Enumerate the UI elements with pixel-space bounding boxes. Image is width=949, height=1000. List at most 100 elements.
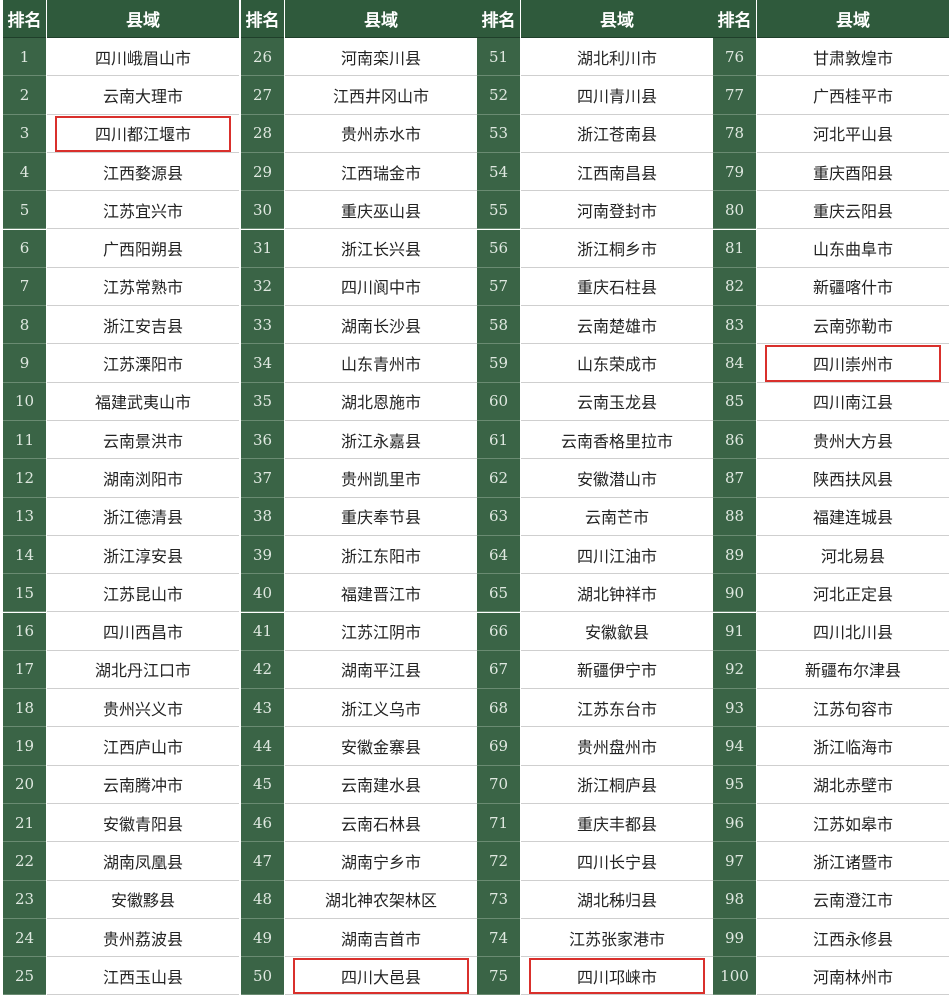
county-cell: 浙江临海市 bbox=[757, 727, 949, 766]
county-cell: 湖北神农架林区 bbox=[285, 880, 477, 919]
county-cell: 湖北利川市 bbox=[521, 38, 713, 77]
county-cell: 湖南吉首市 bbox=[285, 918, 477, 958]
rank-cell: 72 bbox=[477, 842, 520, 881]
highlight-box bbox=[293, 958, 469, 995]
rank-cell: 99 bbox=[713, 918, 756, 958]
county-cell: 浙江德清县 bbox=[47, 497, 239, 536]
rank-cell: 9 bbox=[3, 344, 46, 383]
county-cell: 云南建水县 bbox=[285, 765, 477, 804]
rank-cell: 15 bbox=[3, 574, 46, 613]
rank-cell: 61 bbox=[477, 421, 520, 460]
county-cell: 江西婺源县 bbox=[47, 152, 239, 192]
rank-cell: 97 bbox=[713, 842, 756, 881]
rank-cell: 46 bbox=[241, 804, 284, 843]
county-cell: 贵州荔波县 bbox=[47, 918, 239, 958]
rank-cell: 34 bbox=[241, 344, 284, 383]
county-cell: 重庆丰都县 bbox=[521, 804, 713, 843]
highlight-box bbox=[765, 345, 941, 382]
county-cell: 云南楚雄市 bbox=[521, 306, 713, 345]
rank-cell: 2 bbox=[3, 76, 46, 115]
county-cell: 湖北丹江口市 bbox=[47, 650, 239, 690]
rank-cell: 82 bbox=[713, 267, 756, 307]
county-cell: 河北易县 bbox=[757, 535, 949, 575]
rank-cell: 29 bbox=[241, 152, 284, 192]
county-cell: 四川峨眉山市 bbox=[47, 38, 239, 77]
rank-cell: 39 bbox=[241, 535, 284, 575]
county-cell: 四川都江堰市 bbox=[47, 114, 239, 153]
county-cell: 山东荣成市 bbox=[521, 344, 713, 383]
rank-cell: 5 bbox=[3, 191, 46, 230]
rank-cell: 51 bbox=[477, 38, 520, 77]
rank-cell: 37 bbox=[241, 459, 284, 498]
rank-cell: 89 bbox=[713, 535, 756, 575]
rank-cell: 19 bbox=[3, 727, 46, 766]
rank-cell: 54 bbox=[477, 152, 520, 192]
highlight-box bbox=[529, 958, 705, 995]
rank-cell: 44 bbox=[241, 727, 284, 766]
county-cell: 贵州盘州市 bbox=[521, 727, 713, 766]
county-cell: 安徽金寨县 bbox=[285, 727, 477, 766]
county-cell: 浙江淳安县 bbox=[47, 535, 239, 575]
rank-cell: 67 bbox=[477, 650, 520, 690]
county-cell: 重庆巫山县 bbox=[285, 191, 477, 230]
county-cell: 江苏常熟市 bbox=[47, 267, 239, 307]
rank-cell: 76 bbox=[713, 38, 756, 77]
county-cell: 云南香格里拉市 bbox=[521, 421, 713, 460]
rank-cell: 86 bbox=[713, 421, 756, 460]
header-county: 县域 bbox=[757, 0, 949, 38]
rank-cell: 16 bbox=[3, 612, 46, 651]
rank-cell: 36 bbox=[241, 421, 284, 460]
rank-cell: 63 bbox=[477, 497, 520, 536]
county-cell: 四川北川县 bbox=[757, 612, 949, 651]
rank-cell: 8 bbox=[3, 306, 46, 345]
rank-cell: 11 bbox=[3, 421, 46, 460]
county-cell: 河北平山县 bbox=[757, 114, 949, 153]
county-cell: 江西南昌县 bbox=[521, 152, 713, 192]
county-cell: 福建武夷山市 bbox=[47, 382, 239, 421]
county-cell: 山东曲阜市 bbox=[757, 229, 949, 268]
rank-cell: 21 bbox=[3, 804, 46, 843]
county-cell: 江西玉山县 bbox=[47, 957, 239, 996]
rank-cell: 25 bbox=[3, 957, 46, 996]
rank-cell: 50 bbox=[241, 957, 284, 996]
rank-cell: 65 bbox=[477, 574, 520, 613]
county-cell: 云南石林县 bbox=[285, 804, 477, 843]
county-cell: 云南芒市 bbox=[521, 497, 713, 536]
rank-cell: 48 bbox=[241, 880, 284, 919]
rank-cell: 92 bbox=[713, 650, 756, 690]
county-cell: 湖北赤壁市 bbox=[757, 765, 949, 804]
county-cell: 新疆伊宁市 bbox=[521, 650, 713, 690]
rank-cell: 100 bbox=[713, 957, 756, 996]
county-cell: 河南栾川县 bbox=[285, 38, 477, 77]
county-cell: 浙江义乌市 bbox=[285, 689, 477, 728]
rank-cell: 73 bbox=[477, 880, 520, 919]
rank-cell: 27 bbox=[241, 76, 284, 115]
rank-cell: 41 bbox=[241, 612, 284, 651]
county-cell: 浙江桐乡市 bbox=[521, 229, 713, 268]
rank-cell: 64 bbox=[477, 535, 520, 575]
rank-cell: 1 bbox=[3, 38, 46, 77]
county-cell: 四川南江县 bbox=[757, 382, 949, 421]
rank-cell: 88 bbox=[713, 497, 756, 536]
county-cell: 四川西昌市 bbox=[47, 612, 239, 651]
rank-cell: 71 bbox=[477, 804, 520, 843]
rank-cell: 52 bbox=[477, 76, 520, 115]
rank-cell: 83 bbox=[713, 306, 756, 345]
rank-cell: 17 bbox=[3, 650, 46, 690]
county-cell: 云南玉龙县 bbox=[521, 382, 713, 421]
county-cell: 江苏昆山市 bbox=[47, 574, 239, 613]
rank-cell: 68 bbox=[477, 689, 520, 728]
rank-cell: 70 bbox=[477, 765, 520, 804]
rank-cell: 40 bbox=[241, 574, 284, 613]
county-cell: 广西桂平市 bbox=[757, 76, 949, 115]
rank-cell: 24 bbox=[3, 918, 46, 958]
county-cell: 贵州赤水市 bbox=[285, 114, 477, 153]
rank-cell: 85 bbox=[713, 382, 756, 421]
county-cell: 福建连城县 bbox=[757, 497, 949, 536]
county-cell: 江苏江阴市 bbox=[285, 612, 477, 651]
county-cell: 新疆布尔津县 bbox=[757, 650, 949, 690]
county-cell: 江苏溧阳市 bbox=[47, 344, 239, 383]
header-rank: 排名 bbox=[241, 0, 284, 38]
rank-cell: 23 bbox=[3, 880, 46, 919]
